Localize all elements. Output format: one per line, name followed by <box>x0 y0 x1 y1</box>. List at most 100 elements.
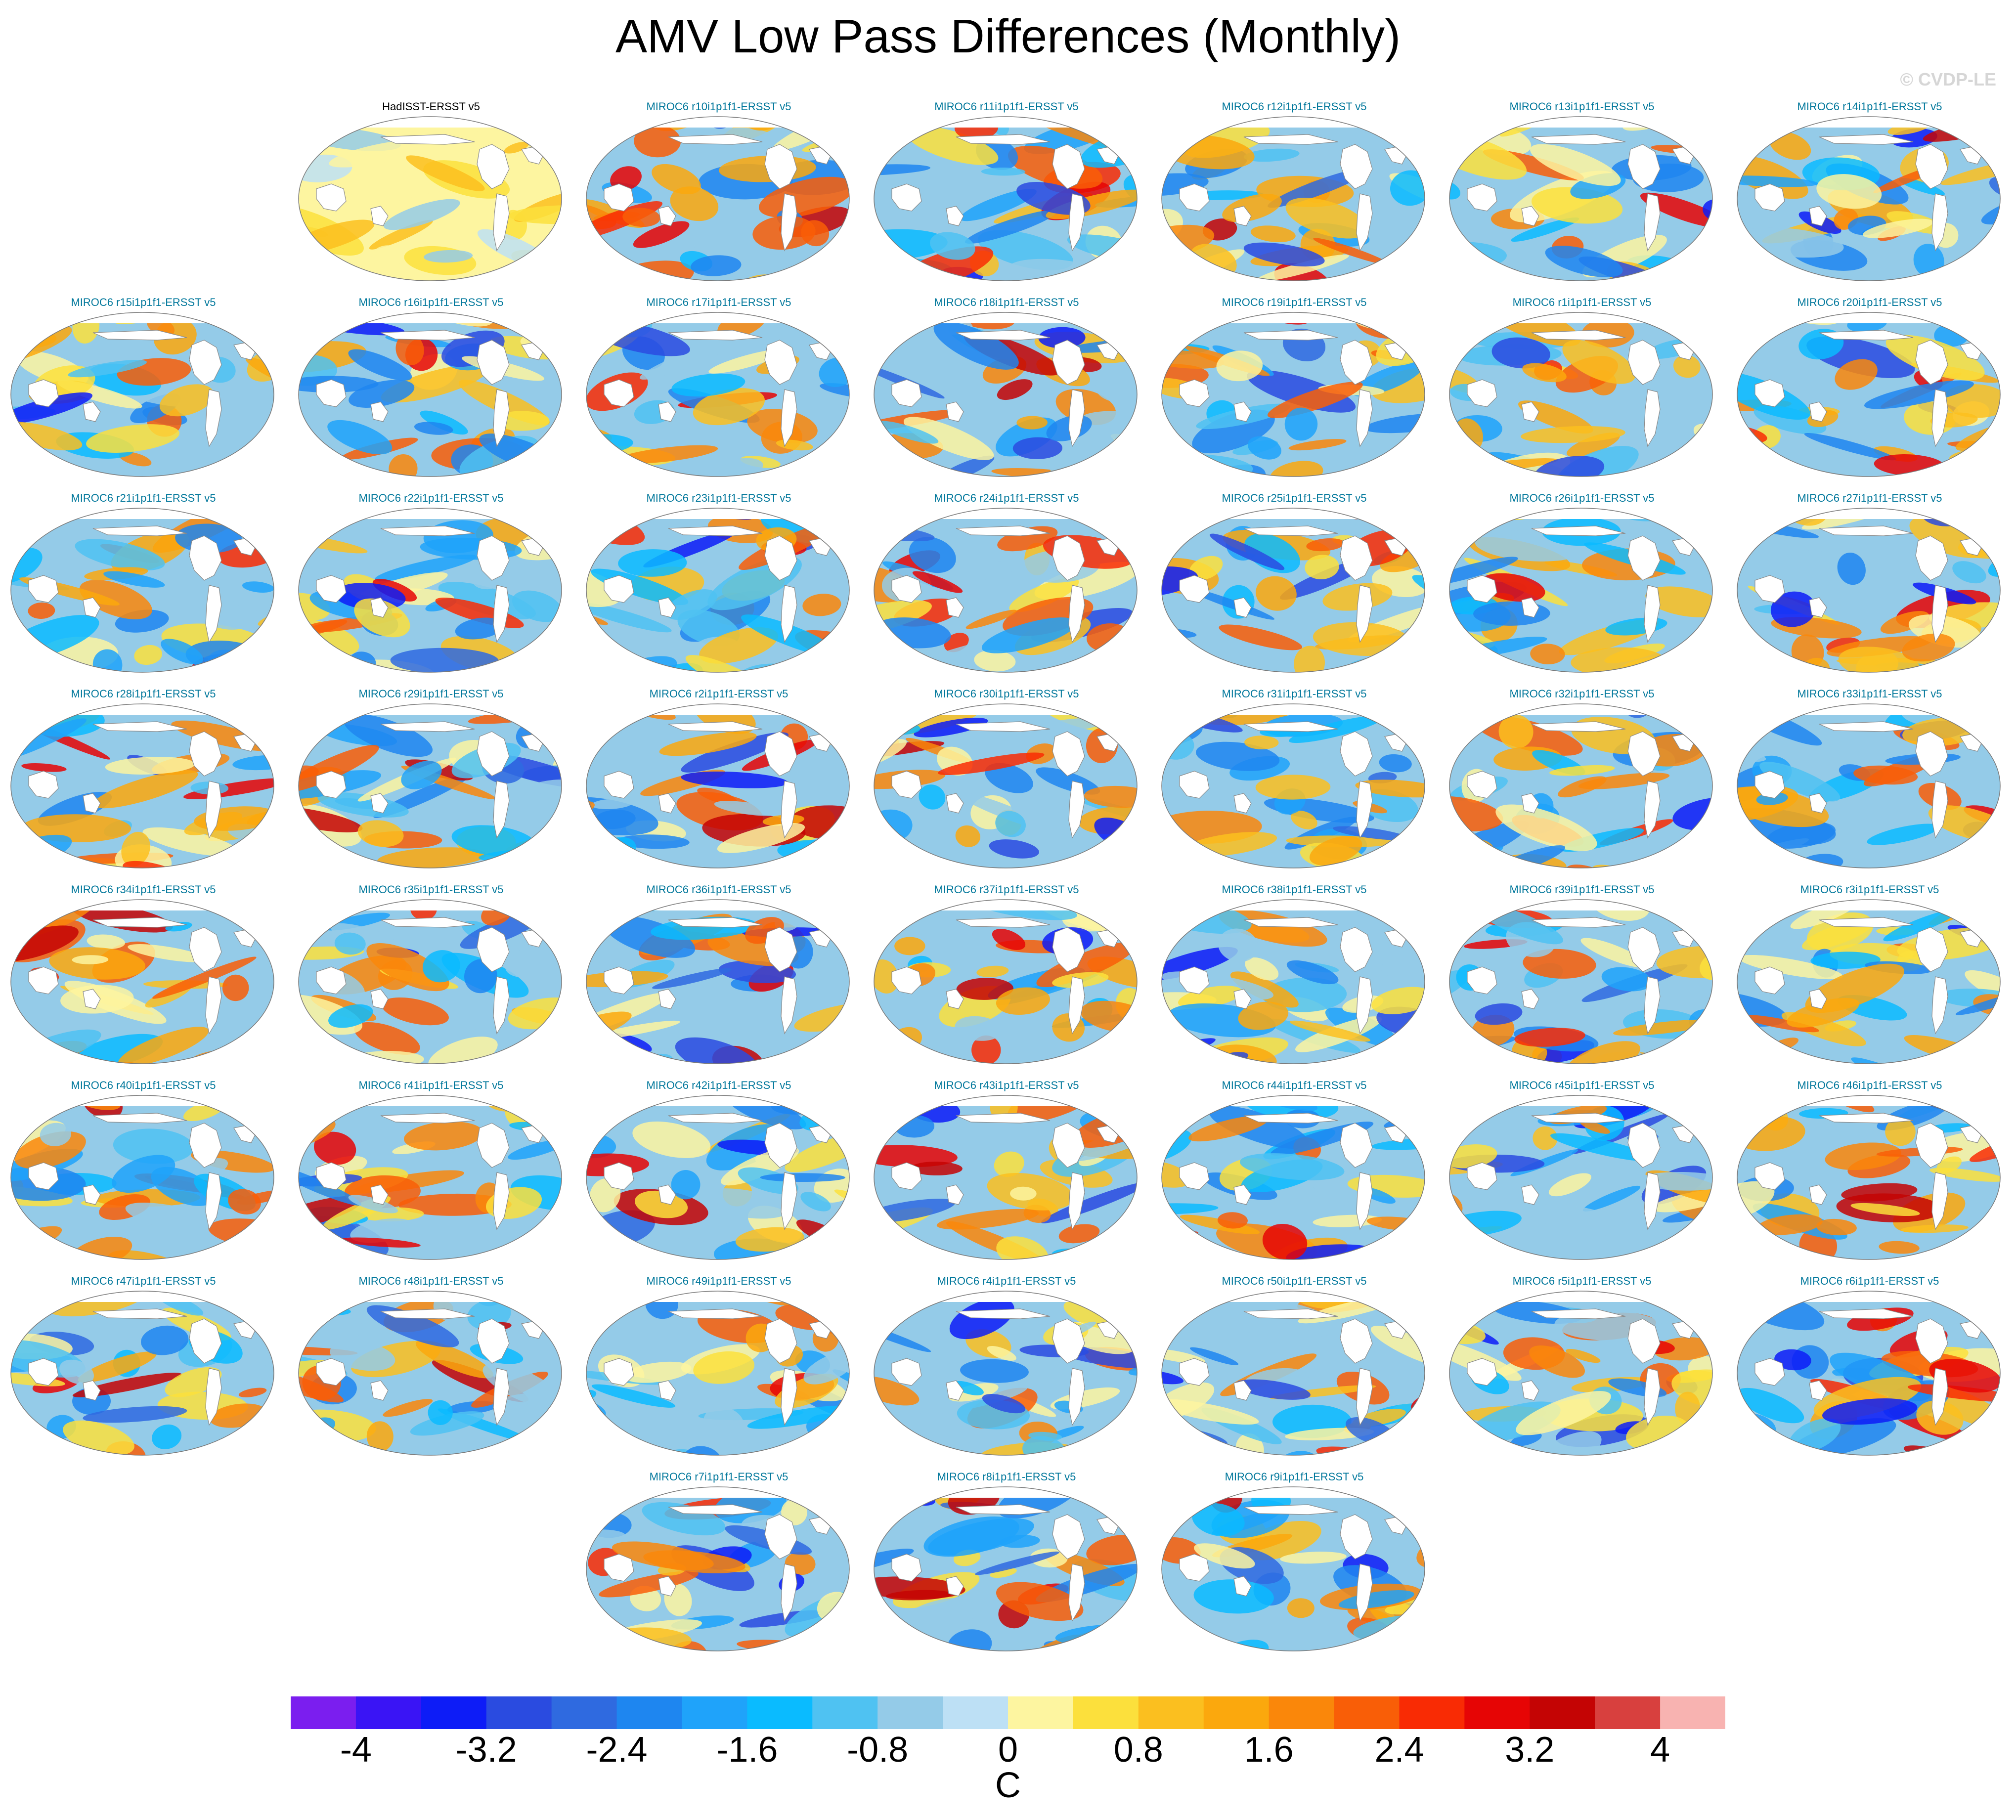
map-panel: MIROC6 r17i1p1f1-ERSST v5 <box>580 296 857 483</box>
land-mask <box>1356 389 1373 447</box>
map-outline <box>586 312 850 477</box>
robinson-map <box>298 312 562 477</box>
anomaly-region <box>883 1487 910 1510</box>
land-mask <box>668 721 763 732</box>
anomaly-region <box>681 771 788 788</box>
robinson-map <box>1737 1291 2001 1456</box>
colorbar-units: C <box>995 1766 1021 1805</box>
map-panel: MIROC6 r11i1p1f1-ERSST v5 <box>868 100 1145 288</box>
land-mask <box>1233 401 1252 422</box>
robinson-map <box>874 312 1138 477</box>
anomaly-region <box>1243 148 1300 162</box>
anomaly-region <box>1864 380 1974 409</box>
land-mask <box>946 1380 964 1401</box>
land-mask <box>668 525 763 536</box>
land-mask <box>1819 525 1914 536</box>
land-mask <box>956 525 1051 536</box>
panel-title: MIROC6 r18i1p1f1-ERSST v5 <box>934 296 1079 308</box>
anomaly-region <box>18 669 101 674</box>
land-mask <box>1340 340 1373 385</box>
panel-title: MIROC6 r31i1p1f1-ERSST v5 <box>1222 688 1367 700</box>
anomaly-region <box>1737 1050 1764 1064</box>
anomaly-region <box>955 825 980 847</box>
colorbar-segment <box>1203 1696 1270 1729</box>
anomaly-region <box>152 1424 182 1449</box>
map-panel: MIROC6 r29i1p1f1-ERSST v5 <box>293 687 570 875</box>
map-panel: MIROC6 r44i1p1f1-ERSST v5 <box>1156 1079 1433 1266</box>
anomaly-region <box>1449 1095 1481 1105</box>
land-mask <box>1356 193 1373 252</box>
land-mask <box>946 1576 964 1597</box>
map-outline <box>874 1291 1138 1456</box>
land-mask <box>1068 389 1085 447</box>
map-panel: MIROC6 r10i1p1f1-ERSST v5 <box>580 100 857 288</box>
anomaly-region <box>1529 1345 1585 1378</box>
anomaly-region <box>1757 550 1863 568</box>
anomaly-region <box>789 805 849 840</box>
anomaly-region <box>422 950 460 983</box>
anomaly-region <box>640 341 733 380</box>
anomaly-region <box>386 1064 434 1066</box>
land-mask <box>1233 597 1252 618</box>
anomaly-region <box>1029 1454 1119 1457</box>
anomaly-region <box>874 959 899 994</box>
map-outline <box>874 508 1138 673</box>
land-mask <box>1531 917 1626 928</box>
anomaly-region <box>1449 970 1470 1007</box>
anomaly-region <box>1480 573 1545 602</box>
land-mask <box>658 989 676 1009</box>
panel-title: MIROC6 r30i1p1f1-ERSST v5 <box>934 688 1079 700</box>
land-mask <box>1627 927 1661 972</box>
land-mask <box>1531 1113 1626 1124</box>
land-mask <box>92 525 187 536</box>
map-panel: MIROC6 r6i1p1f1-ERSST v5 <box>1731 1274 2008 1462</box>
robinson-map <box>1161 1291 1425 1456</box>
anomaly-region <box>767 1257 816 1261</box>
land-mask <box>668 330 763 341</box>
anomaly-region <box>1787 997 1860 1028</box>
map-panel: MIROC6 r23i1p1f1-ERSST v5 <box>580 491 857 679</box>
panel-title: MIROC6 r22i1p1f1-ERSST v5 <box>358 492 504 504</box>
anomaly-region <box>344 714 433 757</box>
anomaly-region <box>371 245 403 268</box>
land-mask <box>1809 989 1827 1009</box>
anomaly-region <box>1449 557 1518 587</box>
anomaly-region <box>974 650 1016 672</box>
map-outline <box>586 899 850 1064</box>
anomaly-region <box>1390 170 1425 206</box>
anomaly-region <box>299 1246 333 1259</box>
robinson-map <box>1161 1095 1425 1260</box>
land-mask <box>477 927 510 972</box>
land-mask <box>189 1318 222 1364</box>
anomaly-region <box>1737 752 1766 762</box>
map-outline <box>298 312 562 477</box>
robinson-map <box>586 703 850 868</box>
map-outline <box>10 899 274 1064</box>
land-mask <box>1931 976 1948 1035</box>
anomaly-region <box>630 477 699 478</box>
anomaly-region <box>681 732 789 773</box>
robinson-map <box>298 116 562 281</box>
panel-title: MIROC6 r44i1p1f1-ERSST v5 <box>1222 1079 1367 1091</box>
robinson-map <box>1449 703 1713 868</box>
land-mask <box>956 134 1051 145</box>
anomaly-region <box>1449 180 1460 200</box>
colorbar-segment <box>616 1696 682 1729</box>
anomaly-region <box>615 445 718 464</box>
land-mask <box>946 1184 964 1205</box>
robinson-map <box>586 1095 850 1261</box>
anomaly-region <box>670 186 719 221</box>
map-panel: MIROC6 r45i1p1f1-ERSST v5 <box>1444 1079 1720 1266</box>
land-mask <box>668 1308 763 1319</box>
map-outline <box>1161 1291 1425 1456</box>
anomaly-region <box>1952 561 1986 584</box>
robinson-map <box>874 1486 1138 1651</box>
map-panel: MIROC6 r2i1p1f1-ERSST v5 <box>580 687 857 875</box>
anomaly-region <box>781 1648 849 1651</box>
anomaly-region <box>1469 846 1503 864</box>
anomaly-region <box>1182 310 1289 311</box>
anomaly-region <box>92 649 123 672</box>
anomaly-region <box>165 1367 222 1397</box>
anomaly-region <box>299 1291 325 1312</box>
anomaly-region <box>70 1236 132 1259</box>
